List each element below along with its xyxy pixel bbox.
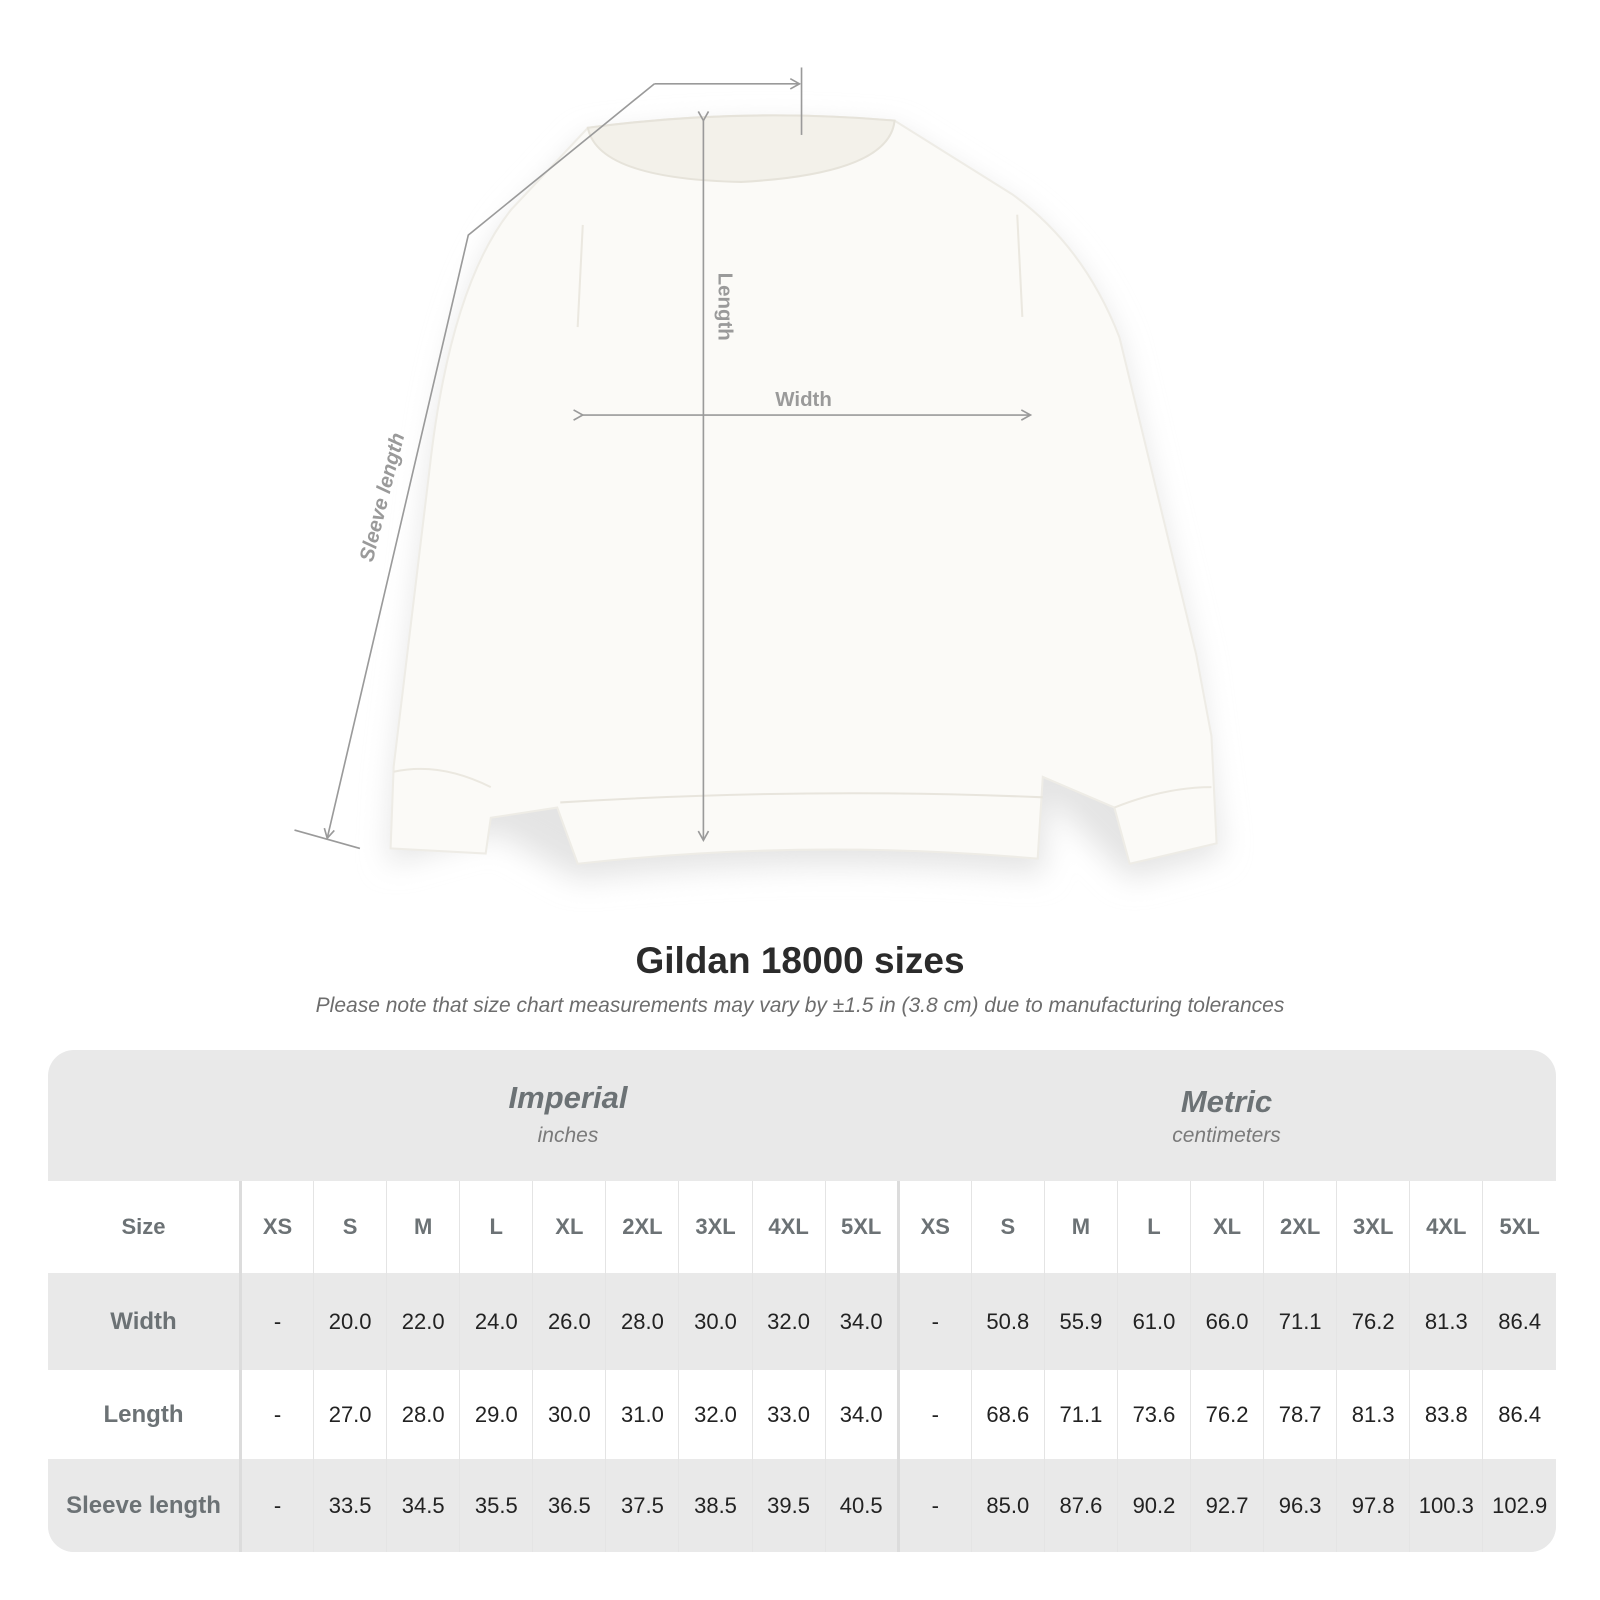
imperial-size-2xl: 2XL (605, 1181, 679, 1273)
metric-cell: 78.7 (1263, 1370, 1337, 1459)
sleeve-length-label: Sleeve length (355, 431, 409, 564)
imperial-cell: 39.5 (751, 1459, 826, 1552)
hem-rib (560, 792, 1043, 804)
metric-cell: 86.4 (1482, 1273, 1556, 1370)
metric-cell: 92.7 (1190, 1459, 1264, 1552)
imperial-cell: 34.5 (386, 1459, 460, 1552)
imperial-cell: 35.5 (459, 1459, 533, 1552)
metric-size-s: S (970, 1181, 1045, 1273)
tolerance-note: Please note that size chart measurements… (315, 994, 1285, 1017)
metric-cell: 85.0 (970, 1459, 1045, 1552)
metric-cell: 76.2 (1336, 1273, 1410, 1370)
imperial-title: Imperial (508, 1080, 628, 1115)
metric-unit: centimeters (1172, 1124, 1281, 1147)
metric-cell: 71.1 (1263, 1273, 1337, 1370)
imperial-cell: 36.5 (532, 1459, 606, 1552)
metric-cell: 96.3 (1263, 1459, 1337, 1552)
imperial-size-l: L (459, 1181, 533, 1273)
metric-cell: 100.3 (1409, 1459, 1483, 1552)
metric-size-4xl: 4XL (1409, 1181, 1483, 1273)
metric-cell: 83.8 (1409, 1370, 1483, 1459)
table-row: Width -20.0 22.0 24.0 26.0 28.0 30.0 32.0 34.0-5… (48, 1273, 1556, 1370)
imperial-cell: 26.0 (532, 1273, 606, 1370)
imperial-unit: inches (537, 1124, 599, 1147)
row-label: Width (48, 1273, 242, 1370)
metric-cell: 87.6 (1043, 1459, 1118, 1552)
collar (586, 114, 896, 183)
metric-title: Metric (1180, 1084, 1273, 1119)
imperial-cell: 34.0 (824, 1370, 899, 1459)
imperial-cell: 32.0 (751, 1273, 826, 1370)
metric-cell: 102.9 (1482, 1459, 1556, 1552)
table-row: Length -27.0 28.0 29.0 30.0 31.0 32.0 33.0 34.0-… (48, 1370, 1556, 1459)
imperial-size-xs: XS (239, 1181, 314, 1273)
imperial-cell: 29.0 (459, 1370, 533, 1459)
metric-size-xl: XL (1190, 1181, 1264, 1273)
imperial-cell: 28.0 (386, 1370, 460, 1459)
size-chart-table: Imperial inches Metric centimeters Size X… (48, 1050, 1556, 1552)
metric-cell: 81.3 (1409, 1273, 1483, 1370)
imperial-cell: 34.0 (824, 1273, 899, 1370)
length-label: Length (714, 273, 737, 341)
size-label: Size (48, 1181, 242, 1273)
imperial-header: Imperial inches (239, 1050, 897, 1181)
sweatshirt-body (389, 114, 1218, 865)
imperial-cell: 20.0 (313, 1273, 387, 1370)
imperial-cell: 40.5 (824, 1459, 899, 1552)
row-label: Length (48, 1370, 242, 1459)
imperial-cell: 32.0 (678, 1370, 753, 1459)
metric-cell: 55.9 (1043, 1273, 1118, 1370)
metric-cell: - (896, 1370, 972, 1459)
imperial-size-5xl: 5XL (824, 1181, 899, 1273)
size-header-row: Size XS S M L XL 2XL 3XL 4XL 5XL XS S M L XL 2XL 3XL 4XL 5… (48, 1181, 1556, 1273)
sweatshirt-illustration: Length Width Sleeve length (294, 67, 1222, 880)
metric-size-l: L (1116, 1181, 1191, 1273)
imperial-cell: 22.0 (386, 1273, 460, 1370)
metric-cell: 50.8 (970, 1273, 1045, 1370)
imperial-cell: 37.5 (605, 1459, 679, 1552)
metric-size-xs: XS (896, 1181, 972, 1273)
imperial-cell: 33.5 (313, 1459, 387, 1552)
imperial-cell: 31.0 (605, 1370, 679, 1459)
metric-cell: 68.6 (970, 1370, 1045, 1459)
metric-cell: 81.3 (1336, 1370, 1410, 1459)
metric-header: Metric centimeters (897, 1050, 1556, 1181)
page-title: Gildan 18000 sizes (635, 940, 965, 981)
imperial-size-s: S (313, 1181, 387, 1273)
imperial-cell: 28.0 (605, 1273, 679, 1370)
metric-size-m: M (1043, 1181, 1118, 1273)
metric-cell: 73.6 (1116, 1370, 1191, 1459)
imperial-cell: 30.0 (532, 1370, 606, 1459)
metric-cell: 71.1 (1043, 1370, 1118, 1459)
imperial-cell: 38.5 (678, 1459, 753, 1552)
metric-cell: - (896, 1459, 972, 1552)
metric-cell: 97.8 (1336, 1459, 1410, 1552)
table-row: Sleeve length -33.5 34.5 35.5 36.5 37.5 38.5 39… (48, 1459, 1556, 1552)
imperial-cell: 30.0 (678, 1273, 753, 1370)
imperial-cell: - (239, 1459, 314, 1552)
metric-size-3xl: 3XL (1336, 1181, 1410, 1273)
width-label: Width (775, 388, 832, 411)
metric-size-2xl: 2XL (1263, 1181, 1337, 1273)
imperial-size-4xl: 4XL (751, 1181, 826, 1273)
metric-cell: 66.0 (1190, 1273, 1264, 1370)
imperial-size-3xl: 3XL (678, 1181, 753, 1273)
imperial-cell: - (239, 1273, 314, 1370)
sleeve-length-line (323, 83, 655, 840)
imperial-size-xl: XL (532, 1181, 606, 1273)
metric-cell: - (896, 1273, 972, 1370)
imperial-cell: - (239, 1370, 314, 1459)
metric-cell: 76.2 (1190, 1370, 1264, 1459)
metric-cell: 61.0 (1116, 1273, 1191, 1370)
imperial-cell: 33.0 (751, 1370, 826, 1459)
metric-cell: 86.4 (1482, 1370, 1556, 1459)
imperial-cell: 27.0 (313, 1370, 387, 1459)
imperial-cell: 24.0 (459, 1273, 533, 1370)
metric-cell: 90.2 (1116, 1459, 1191, 1552)
imperial-size-m: M (386, 1181, 460, 1273)
metric-size-5xl: 5XL (1482, 1181, 1556, 1273)
size-grid: Size XS S M L XL 2XL 3XL 4XL 5XL XS S M L XL 2XL 3XL 4XL 5… (48, 1181, 1556, 1552)
row-label: Sleeve length (48, 1459, 242, 1552)
